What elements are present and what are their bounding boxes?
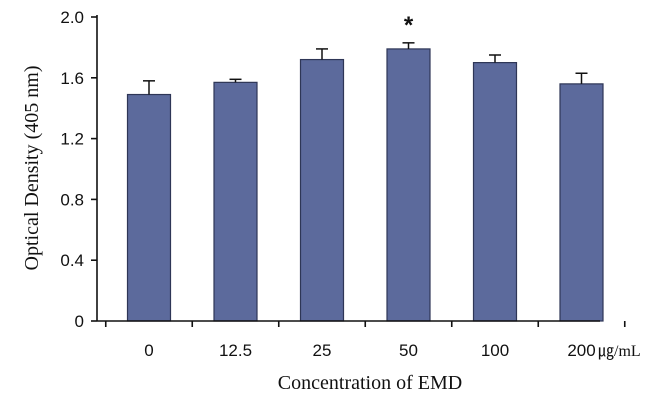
y-tick-label: 0.8 [60,190,84,209]
y-tick-label: 0.4 [60,251,84,270]
x-axis-unit: ㎍/mL [598,343,641,360]
bar-25 [299,58,345,322]
bar-12.5 [213,81,258,322]
x-tick-label: 25 [313,341,332,360]
y-tick-label: 2.0 [60,8,84,27]
x-tick-label: 200 [567,341,595,360]
x-tick-label: 0 [144,341,153,360]
y-tick-label: 0 [75,312,84,331]
y-tick-label: 1.6 [60,69,84,88]
bar-50 [386,48,431,322]
error-bars-layer [143,42,588,95]
x-tick-label: 12.5 [219,341,252,360]
labels-layer: 0 0.4 0.8 1.2 1.6 2.0 0 12.5 25 50 100 200 * [60,8,595,360]
bar-0 [126,93,172,322]
bars-layer [126,48,604,322]
x-tick-label: 100 [481,341,509,360]
significance-marker: * [404,12,414,39]
y-tick-label: 1.2 [60,130,84,149]
y-axis-title: Optical Density (405 nm) [21,66,43,271]
bar-100 [472,61,518,322]
x-tick-label: 50 [399,341,418,360]
axes-layer [91,15,626,327]
x-axis-title: Concentration of EMD [278,372,462,394]
bar-200 [559,83,604,322]
